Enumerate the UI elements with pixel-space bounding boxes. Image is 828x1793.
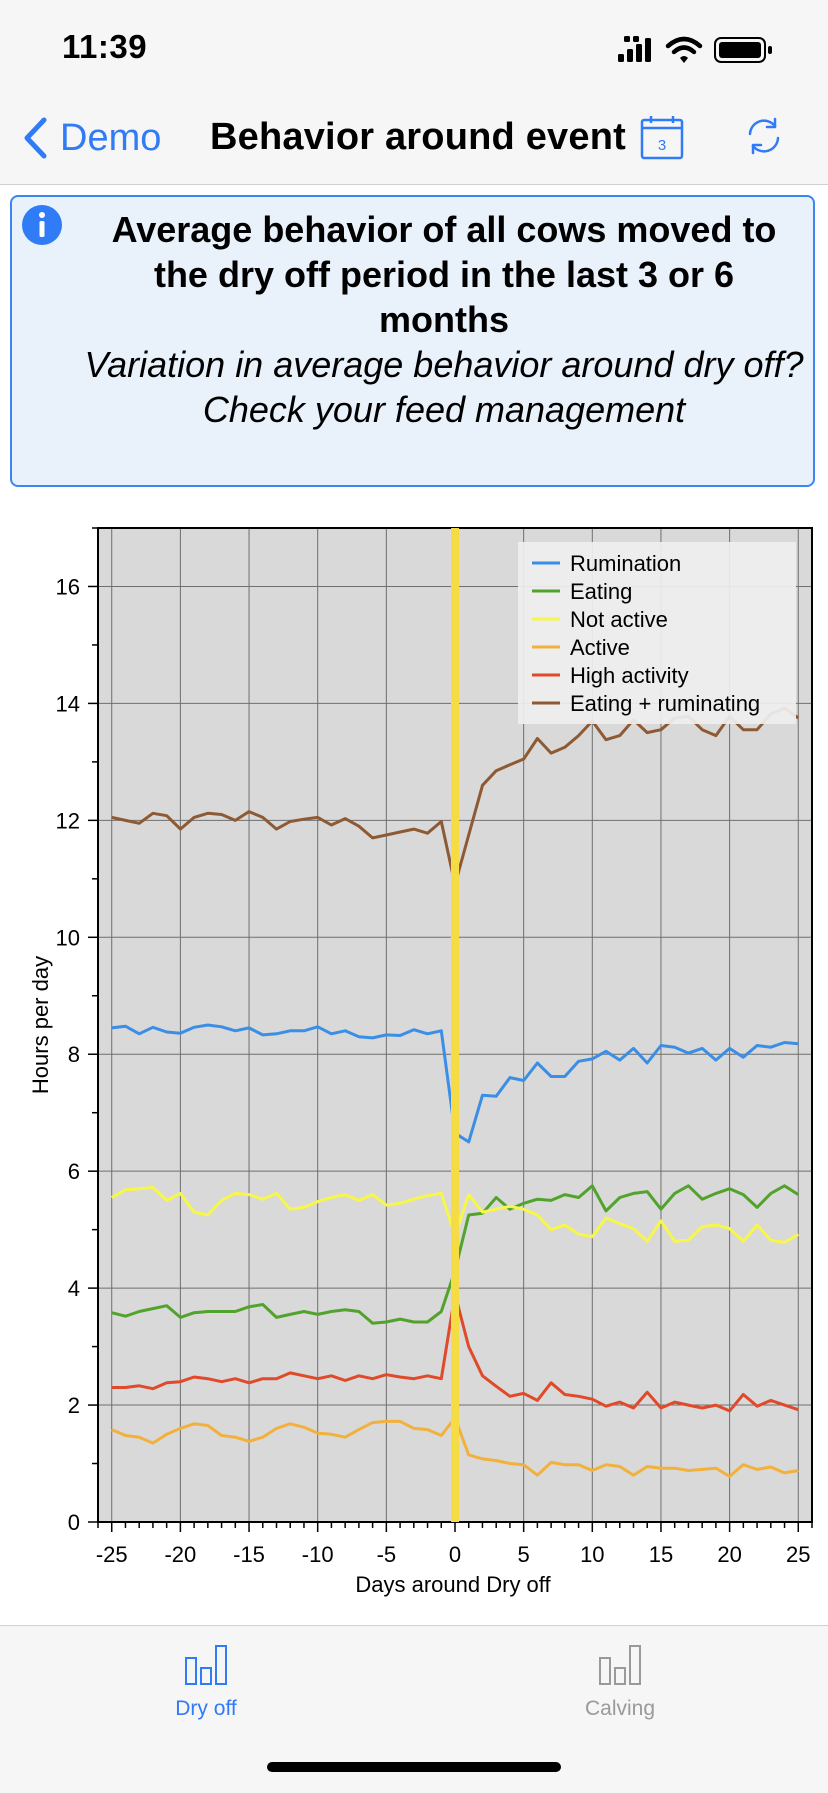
info-icon — [22, 205, 62, 245]
chevron-left-icon — [24, 117, 47, 159]
tab-calving-label: Calving — [584, 1697, 656, 1720]
battery-icon — [714, 37, 772, 63]
calendar-icon: 3 — [640, 116, 684, 160]
legend-label: Active — [570, 635, 630, 660]
behavior-chart-container: -25 -20 -15 -10 -5 0 5 10 15 20 25 0 2 4 6 8 10 12 14 16 Day… — [0, 510, 828, 1610]
x-tick-label: -10 — [302, 1542, 334, 1567]
status-icons — [618, 36, 772, 63]
x-tick-label: -5 — [377, 1542, 397, 1567]
y-tick-label: 8 — [68, 1042, 80, 1067]
legend-label: Eating + ruminating — [570, 691, 760, 716]
x-tick-label: -20 — [164, 1542, 196, 1567]
y-axis-label: Hours per day — [28, 956, 53, 1094]
y-tick-label: 6 — [68, 1159, 80, 1184]
legend-box — [518, 542, 796, 724]
tab-dry-off-label: Dry off — [175, 1697, 237, 1720]
bar-chart-icon — [599, 1645, 641, 1685]
back-button-label: Demo — [60, 116, 162, 159]
x-tick-label: 0 — [449, 1542, 461, 1567]
refresh-icon — [748, 117, 780, 155]
bar-chart-icon — [185, 1645, 227, 1685]
legend-label: High activity — [570, 663, 689, 688]
x-tick-label: 5 — [518, 1542, 530, 1567]
refresh-button[interactable] — [744, 116, 784, 161]
navigation-bar: Demo Behavior around event 3 — [0, 100, 828, 185]
status-time: 11:39 — [62, 28, 148, 65]
info-line-2: Variation in average behavior around dry… — [84, 344, 804, 385]
page-title: Behavior around event — [210, 116, 626, 158]
y-tick-label: 16 — [56, 574, 80, 599]
x-tick-label: -25 — [96, 1542, 128, 1567]
tab-calving[interactable]: Calving — [520, 1644, 720, 1721]
wifi-icon — [665, 36, 703, 63]
info-text: Average behavior of all cows moved to th… — [84, 207, 804, 432]
y-tick-label: 0 — [68, 1510, 80, 1535]
behavior-chart: -25 -20 -15 -10 -5 0 5 10 15 20 25 0 2 4 6 8 10 12 14 16 Day… — [28, 527, 813, 1597]
x-tick-label: 20 — [717, 1542, 741, 1567]
legend-label: Not active — [570, 607, 668, 632]
x-tick-label: 10 — [580, 1542, 604, 1567]
back-button[interactable]: Demo — [22, 108, 161, 168]
x-tick-label: 15 — [649, 1542, 673, 1567]
tab-dry-off[interactable]: Dry off — [106, 1644, 306, 1721]
calendar-day: 3 — [658, 137, 666, 154]
y-tick-label: 2 — [68, 1393, 80, 1418]
info-title: Average behavior of all cows moved to th… — [111, 209, 777, 340]
info-box: Average behavior of all cows moved to th… — [10, 195, 815, 487]
x-axis-label: Days around Dry off — [355, 1572, 551, 1597]
y-tick-label: 14 — [56, 691, 80, 716]
status-bar: 11:39 — [0, 0, 828, 100]
y-tick-label: 10 — [56, 925, 80, 950]
x-tick-label: 25 — [786, 1542, 810, 1567]
legend-label: Rumination — [570, 551, 681, 576]
info-line-3: Check your feed management — [202, 389, 686, 430]
home-indicator — [267, 1762, 561, 1772]
cellular-signal-icon — [618, 36, 651, 62]
y-tick-label: 4 — [68, 1276, 80, 1301]
x-tick-label: -15 — [233, 1542, 265, 1567]
y-tick-label: 12 — [56, 808, 80, 833]
calendar-button[interactable]: 3 — [640, 114, 684, 165]
legend-label: Eating — [570, 579, 632, 604]
